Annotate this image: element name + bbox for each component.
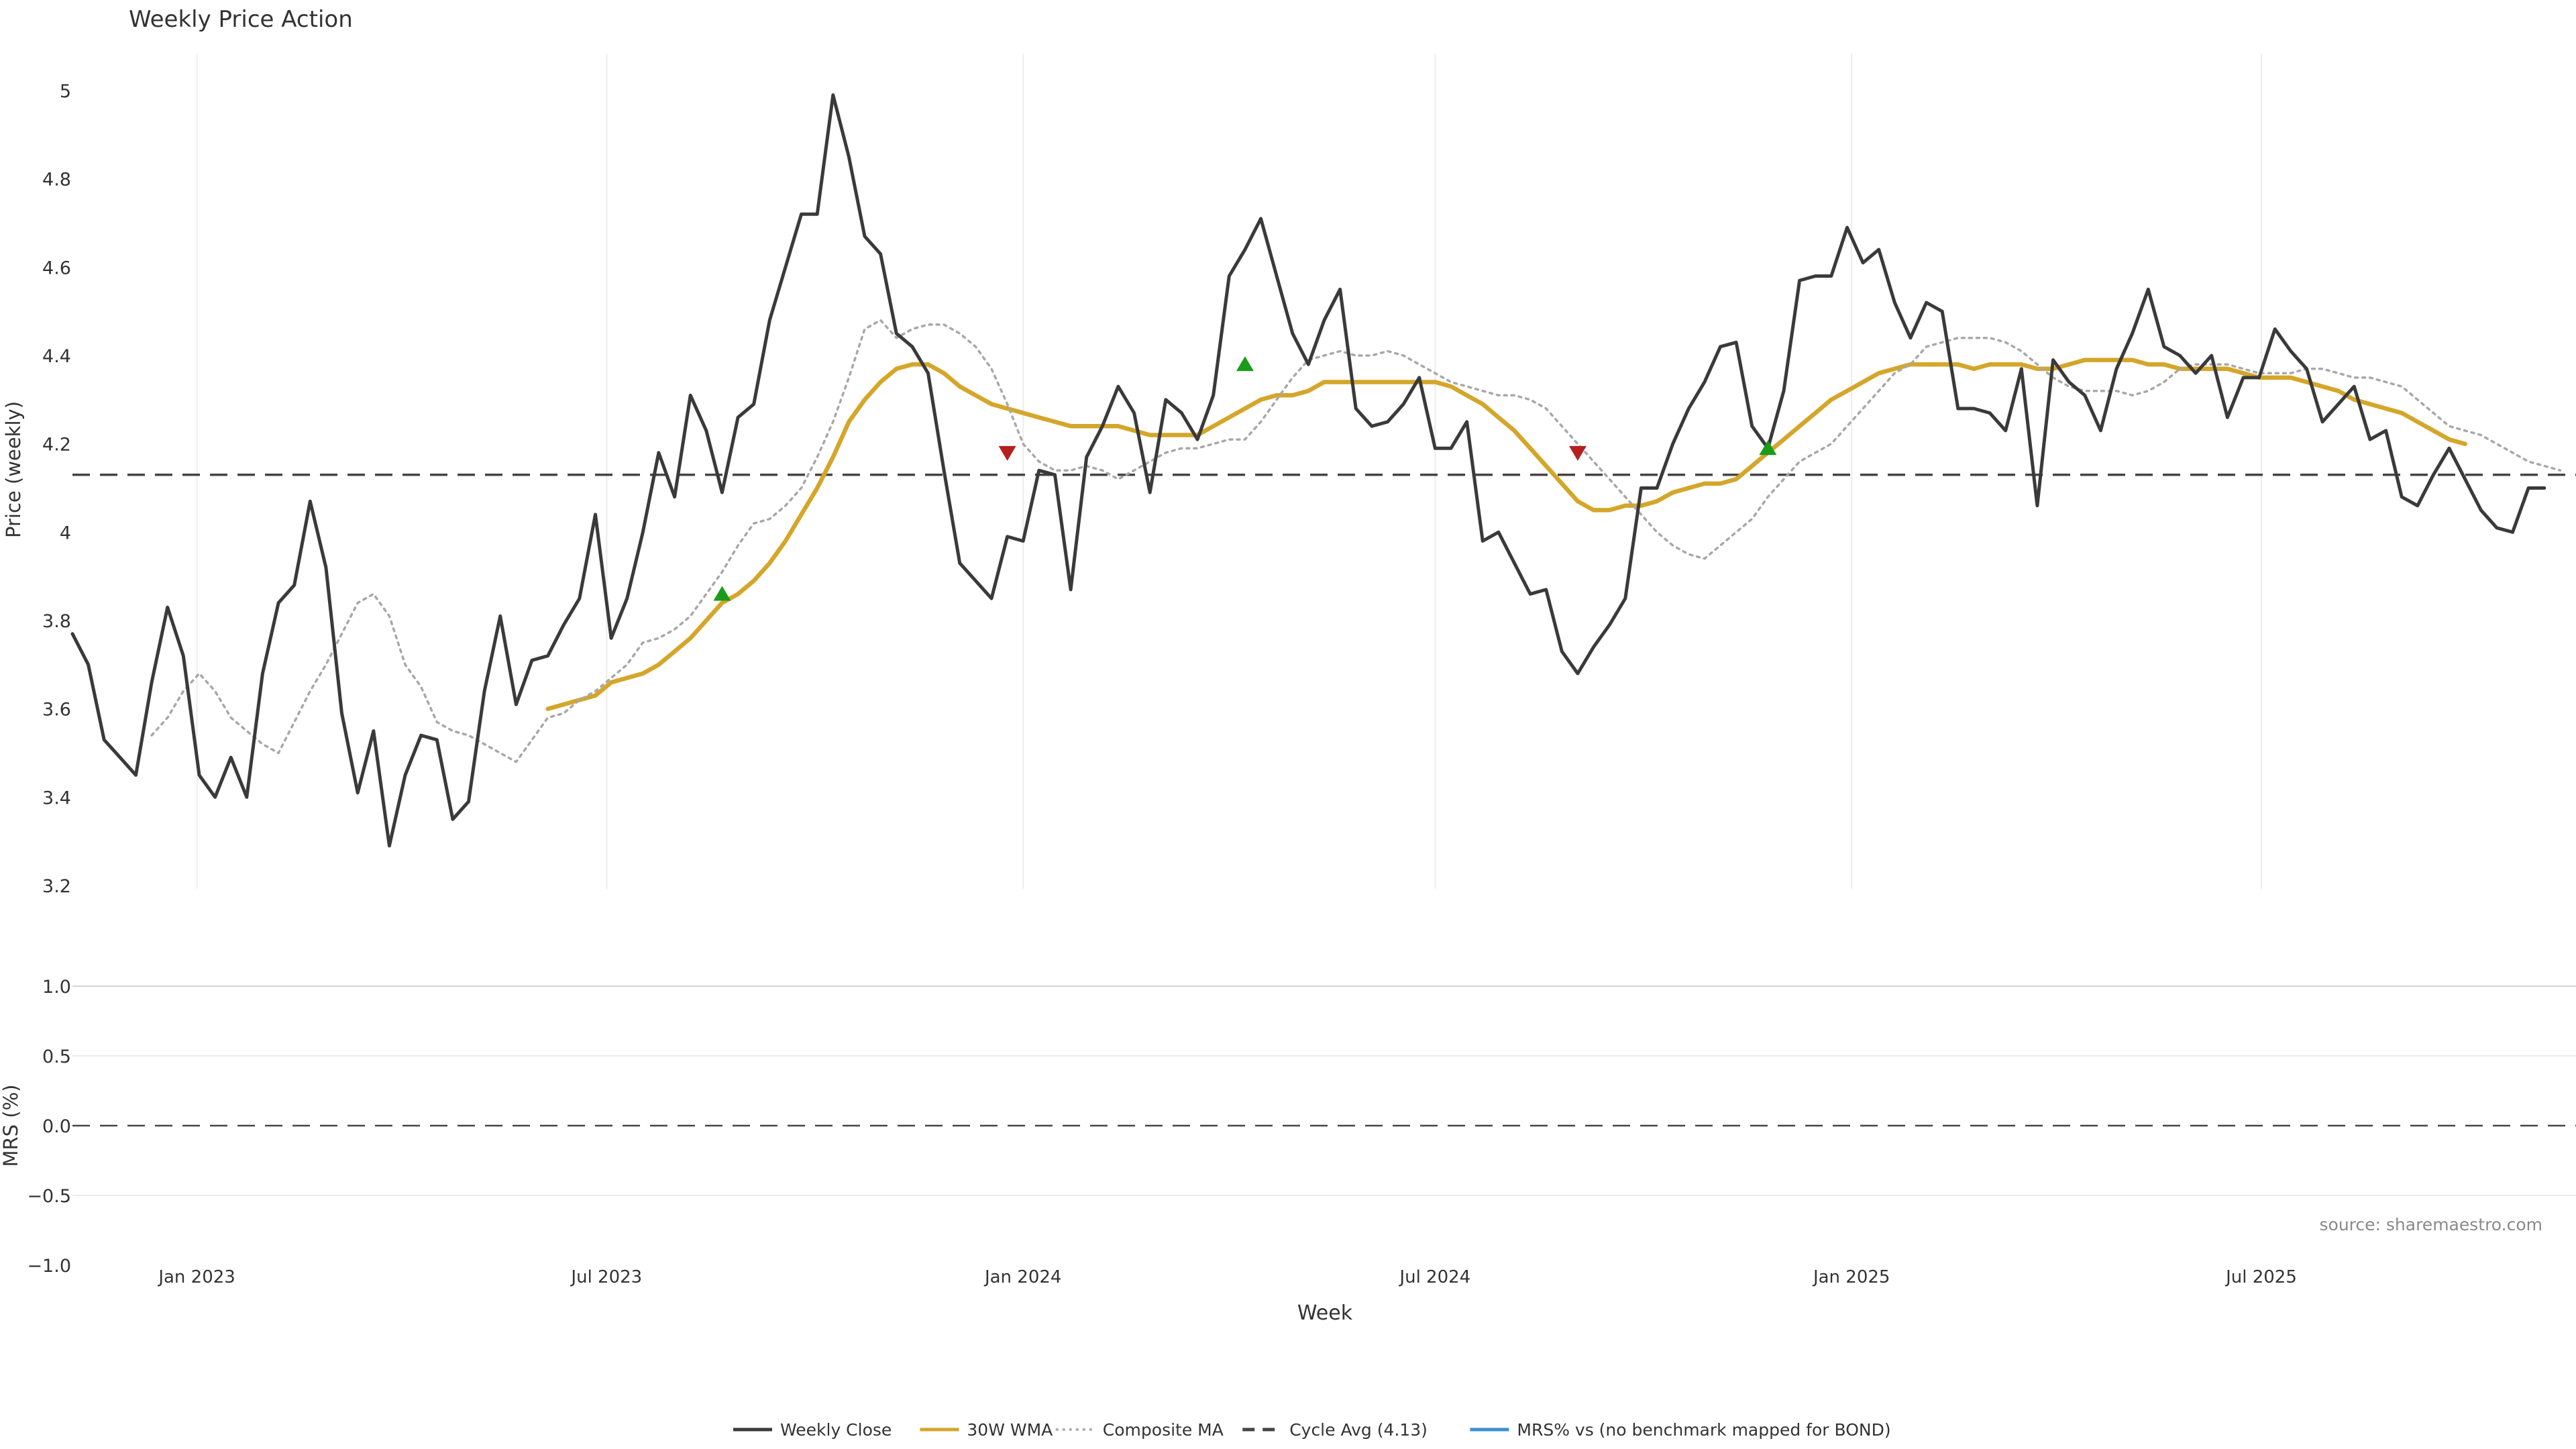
mrs-y-tick-label: 1.0 [42,977,71,998]
source-note: source: sharemaestro.com [2320,1215,2543,1234]
legend-item: MRS% vs (no benchmark mapped for BOND) [1470,1420,1891,1440]
series-composite-ma [150,319,2562,763]
price-y-tick-label: 4.4 [42,346,71,367]
price-y-tick-label: 5 [60,81,71,102]
legend-item: Composite MA [1055,1420,1224,1440]
x-axis-label: Week [1297,1301,1353,1325]
legend-label: MRS% vs (no benchmark mapped for BOND) [1517,1420,1890,1440]
chart-title: Weekly Price Action [129,6,353,33]
price-y-tick-label: 3.2 [42,876,71,897]
legend-label: Weekly Close [780,1420,892,1440]
legend-label: 30W WMA [967,1420,1053,1440]
price-y-tick-label: 3.4 [42,788,71,808]
price-gridlines [196,54,2262,889]
legend: Weekly Close 30W WMA Composite MA Cycle Avg… [733,1420,1891,1440]
mrs-y-tick-labels: 1.0 0.5 0.0 −0.5 −1.0 [27,977,71,1277]
x-tick-label: Jan 2023 [157,1267,235,1287]
price-series [70,93,2562,848]
legend-label: Cycle Avg (4.13) [1289,1420,1428,1440]
legend-label: Composite MA [1103,1420,1224,1440]
x-tick-label: Jul 2023 [570,1267,642,1287]
price-y-tick-label: 4.6 [42,258,71,278]
price-y-tick-label: 4.2 [42,435,71,455]
x-tick-label: Jul 2025 [2224,1267,2297,1287]
price-y-tick-labels: 5 4.8 4.6 4.4 4.2 4 3.8 3.6 3.4 3.2 [42,81,71,897]
sell-signal-marker [1568,445,1587,461]
signal-markers [713,356,1777,601]
price-panel: 5 4.8 4.6 4.4 4.2 4 3.8 3.6 3.4 3.2 Price (weekly… [2,54,2576,897]
price-y-axis-label: Price (weekly) [2,401,25,538]
price-y-tick-label: 4.8 [42,170,71,191]
legend-item: Cycle Avg (4.13) [1242,1420,1428,1440]
buy-signal-marker [713,586,731,601]
mrs-y-tick-label: −1.0 [27,1256,71,1277]
x-tick-label: Jan 2025 [1812,1267,1890,1287]
mrs-y-tick-label: 0.0 [42,1116,71,1137]
mrs-y-axis-label: MRS (%) [0,1085,22,1167]
series-weekly-close [70,93,2546,848]
legend-item: Weekly Close [733,1420,892,1440]
mrs-y-tick-label: 0.5 [42,1046,71,1067]
price-y-tick-label: 4 [60,523,71,543]
buy-signal-marker [1759,440,1777,455]
sell-signal-marker [998,445,1016,461]
price-y-tick-label: 3.8 [42,611,71,632]
x-tick-label: Jan 2024 [983,1267,1062,1287]
mrs-panel: 1.0 0.5 0.0 −0.5 −1.0 MRS (%) source: sharem… [0,977,2576,1277]
legend-item: 30W WMA [920,1420,1053,1440]
mrs-gridlines [72,985,2576,1196]
series-30w-wma [545,358,2467,711]
x-tick-labels: Jan 2023 Jul 2023 Jan 2024 Jul 2024 Jan 2025… [157,1267,2297,1287]
buy-signal-marker [1236,356,1254,372]
x-tick-label: Jul 2024 [1398,1267,1470,1287]
mrs-y-tick-label: −0.5 [27,1186,71,1207]
price-y-tick-label: 3.6 [42,700,71,720]
